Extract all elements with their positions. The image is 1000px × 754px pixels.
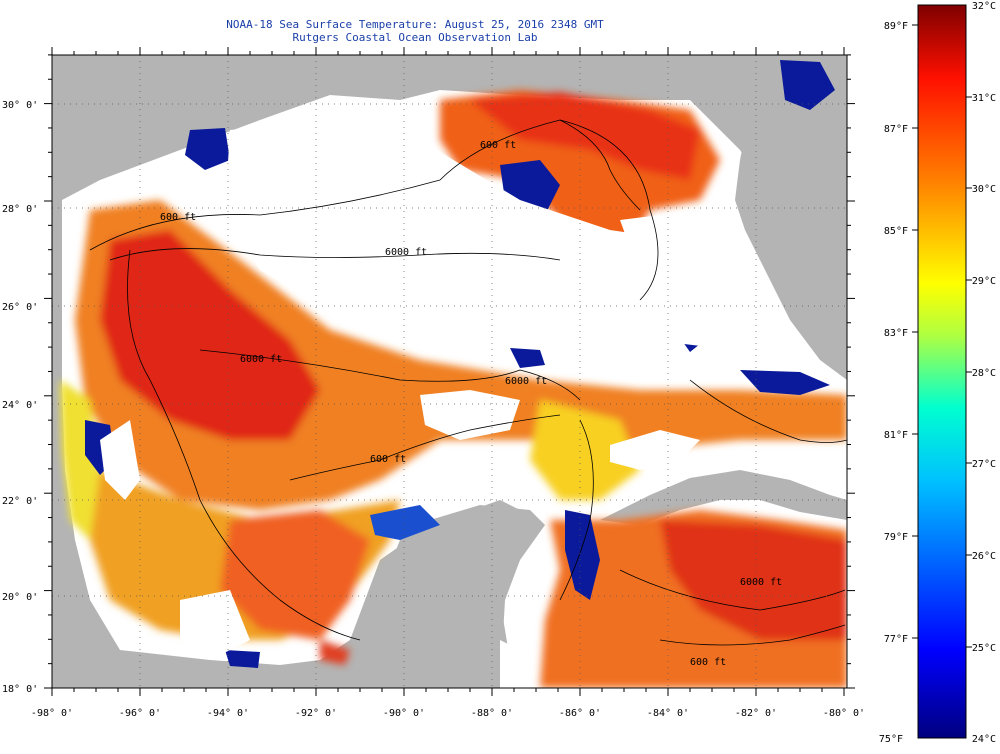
c-label: 32°C (972, 1, 996, 12)
f-label: 89°F (884, 21, 908, 32)
florida-land (735, 60, 847, 380)
lon-label: -84° 0' (647, 708, 689, 719)
lat-label: 22° 0' (2, 496, 38, 507)
contour-label: 600 ft (370, 454, 406, 465)
lon-label: -98° 0' (31, 708, 73, 719)
cloud-cover (100, 120, 740, 688)
lon-label: -82° 0' (735, 708, 777, 719)
f-label: 87°F (884, 124, 908, 135)
c-label: 30°C (972, 184, 996, 195)
f-label: 75°F (879, 734, 903, 745)
cuba-land (600, 470, 847, 525)
colorbar-ticks (912, 24, 972, 648)
c-label: 26°C (972, 551, 996, 562)
contour-label: 600 ft (690, 657, 726, 668)
lon-label: -86° 0' (559, 708, 601, 719)
f-label: 83°F (884, 328, 908, 339)
contour-label: 6000 ft (240, 354, 282, 365)
f-label: 77°F (884, 634, 908, 645)
f-label: 81°F (884, 430, 908, 441)
graticule (52, 55, 847, 688)
c-label: 25°C (972, 643, 996, 654)
lon-label: -80° 0' (823, 708, 865, 719)
f-label: 79°F (884, 532, 908, 543)
lat-label: 28° 0' (2, 204, 38, 215)
contour-label: 6000 ft (505, 376, 547, 387)
lon-label: -92° 0' (295, 708, 337, 719)
map-title: NOAA-18 Sea Surface Temperature: August … (226, 18, 604, 31)
c-label: 29°C (972, 276, 996, 287)
lat-label: 30° 0' (2, 100, 38, 111)
longitude-labels: -98° 0' -96° 0' -94° 0' -92° 0' -90° 0' … (31, 708, 865, 719)
axis-ticks (44, 47, 855, 696)
contour-label: 6000 ft (740, 577, 782, 588)
yucatan-land (340, 505, 545, 688)
colorbar-fahrenheit-labels: 89°F 87°F 85°F 83°F 81°F 79°F 77°F 75°F (879, 21, 908, 745)
lat-label: 24° 0' (2, 400, 38, 411)
c-label: 31°C (972, 93, 996, 104)
lon-label: -90° 0' (383, 708, 425, 719)
latitude-labels: 30° 0' 28° 0' 26° 0' 24° 0' 22° 0' 20° 0… (2, 100, 38, 695)
lon-label: -96° 0' (119, 708, 161, 719)
c-label: 28°C (972, 368, 996, 379)
lon-label: -88° 0' (471, 708, 513, 719)
lon-label: -94° 0' (207, 708, 249, 719)
c-label: 24°C (972, 734, 996, 745)
c-label: 27°C (972, 459, 996, 470)
colorbar-celsius-labels: 32°C 31°C 30°C 29°C 28°C 27°C 26°C 25°C … (972, 1, 996, 745)
lat-label: 18° 0' (2, 684, 38, 695)
depth-contours (89, 119, 847, 646)
contour-label: 6000 ft (385, 247, 427, 258)
contour-label: 600 ft (160, 212, 196, 223)
colorbar (917, 4, 967, 739)
lat-label: 26° 0' (2, 302, 38, 313)
lat-label: 20° 0' (2, 592, 38, 603)
contour-label: 600 ft (480, 140, 516, 151)
contour-labels: 600 ft 600 ft 6000 ft 6000 ft 6000 ft 60… (160, 140, 782, 668)
f-label: 85°F (884, 226, 908, 237)
map-subtitle: Rutgers Coastal Ocean Observation Lab (292, 31, 538, 44)
